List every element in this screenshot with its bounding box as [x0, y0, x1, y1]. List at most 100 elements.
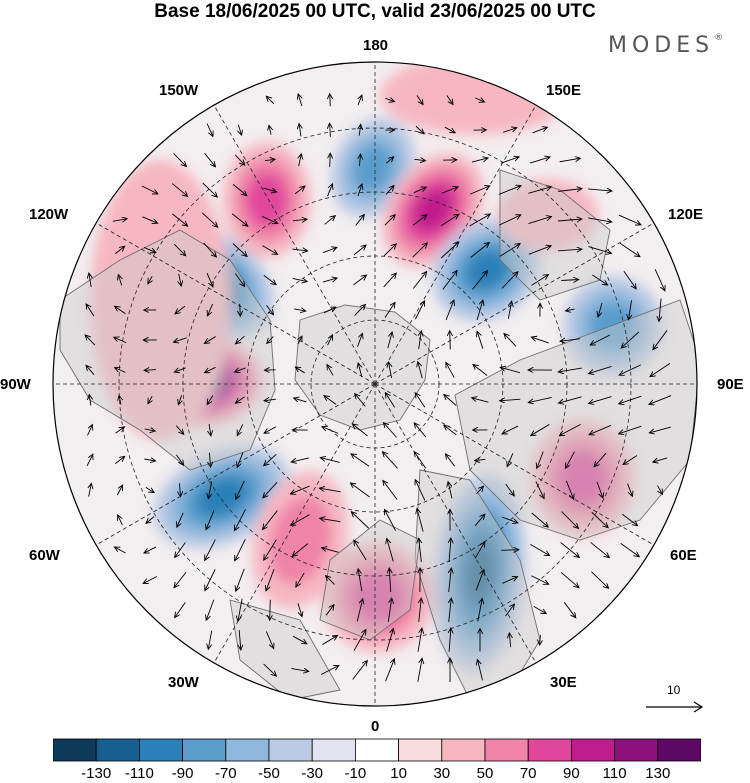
wind-arrow	[531, 512, 549, 527]
colorbar-tick-label: 110	[602, 765, 627, 782]
wind-arrow	[299, 154, 302, 167]
wind-arrow	[653, 330, 668, 349]
wind-arrow	[292, 278, 307, 281]
wind-arrow	[86, 365, 95, 375]
colorbar-tick-label: 130	[645, 765, 671, 782]
wind-arrow	[291, 514, 310, 526]
wind-arrow	[263, 274, 276, 284]
colorbar-tick-label: -130	[81, 765, 112, 782]
wind-arrow	[598, 302, 603, 317]
wind-arrow	[622, 513, 637, 526]
wind-arrow	[505, 604, 515, 617]
wind-arrow	[623, 455, 638, 465]
wind-arrow	[175, 542, 186, 558]
wind-arrow	[440, 242, 459, 259]
wind-arrow	[118, 275, 121, 286]
wind-arrow	[559, 158, 581, 163]
colorbar-swatch	[53, 738, 97, 762]
colorbar-swatch	[657, 738, 701, 762]
wind-arrow	[449, 628, 451, 652]
wind-arrow	[207, 395, 214, 404]
wind-arrow	[204, 336, 216, 344]
wind-arrow	[353, 630, 366, 651]
wind-arrow	[594, 452, 607, 467]
wind-arrow	[262, 216, 277, 224]
wind-arrow	[441, 187, 458, 194]
colorbar-swatch	[354, 738, 399, 762]
wind-arrow	[475, 570, 484, 591]
wind-arrow	[236, 568, 245, 591]
wind-arrow	[386, 629, 394, 652]
wind-arrow	[650, 363, 671, 376]
wind-arrow	[509, 633, 510, 648]
colorbar-tick-label: -110	[124, 765, 154, 782]
wind-arrow	[232, 184, 247, 195]
wind-arrow	[208, 481, 213, 498]
wind-arrow	[589, 424, 612, 434]
wind-arrow	[320, 518, 341, 523]
brand-registered-mark: ®	[714, 33, 724, 43]
wind-arrow	[294, 186, 305, 195]
wind-arrow	[114, 547, 126, 554]
wind-arrow	[623, 270, 636, 289]
wind-arrow	[387, 598, 391, 622]
wind-arrow	[89, 395, 91, 406]
wind-arrow	[383, 480, 398, 500]
wind-arrow	[144, 459, 155, 461]
wind-arrow	[445, 454, 455, 467]
wind-arrow	[444, 395, 457, 406]
wind-arrow	[175, 602, 186, 617]
wind-arrow	[558, 396, 582, 403]
wind-arrow	[588, 217, 612, 222]
wind-arrow	[618, 214, 641, 225]
wind-arrow	[176, 454, 183, 465]
wind-arrow	[558, 189, 582, 192]
wind-arrow	[653, 457, 668, 462]
lon-label-150e: 150E	[546, 82, 582, 99]
wind-arrow	[330, 153, 331, 167]
wind-arrow	[266, 304, 274, 315]
wind-arrow	[357, 184, 362, 197]
wind-arrow	[353, 245, 366, 256]
wind-arrow	[507, 453, 514, 466]
wind-arrow	[351, 454, 370, 467]
wind-arrow	[116, 485, 122, 496]
colorbar-swatch	[311, 738, 356, 762]
wind-arrow	[657, 485, 663, 495]
wind-arrow	[537, 451, 544, 469]
wind-arrow	[560, 571, 579, 587]
lon-label-150w: 150W	[159, 82, 199, 99]
wind-arrow	[588, 189, 612, 191]
wind-arrow	[385, 157, 393, 164]
wind-arrow	[206, 510, 215, 529]
wind-arrow	[415, 125, 424, 134]
wind-arrow	[591, 571, 608, 589]
lon-label-120w: 120W	[29, 206, 69, 223]
wind-arrow	[231, 213, 248, 226]
wind-arrow	[419, 331, 422, 350]
wind-arrow	[148, 396, 152, 403]
wind-arrow	[476, 486, 484, 495]
wind-arrow	[89, 273, 91, 288]
colorbar-tick-label: -90	[171, 765, 194, 782]
wind-arrow	[499, 244, 520, 257]
wind-arrow	[446, 95, 453, 104]
wind-arrow	[384, 215, 395, 226]
wind-arrow	[237, 424, 244, 435]
wind-arrow	[501, 516, 518, 523]
colorbar-swatch	[441, 738, 486, 762]
lon-label-60e: 60E	[670, 547, 697, 564]
wind-arrow	[238, 124, 241, 135]
lon-label-90e: 90E	[717, 376, 744, 393]
wind-arrow	[565, 309, 575, 311]
wind-arrow	[498, 215, 521, 226]
negative-anomaly	[196, 477, 248, 517]
wind-arrow	[325, 576, 335, 585]
wind-arrow	[264, 539, 277, 560]
wind-arrow	[387, 538, 394, 562]
wind-arrow	[352, 424, 368, 437]
wind-arrow	[498, 186, 521, 195]
wind-arrow	[358, 95, 362, 106]
wind-arrow	[449, 568, 452, 592]
colorbar-tick-label: -10	[344, 765, 367, 782]
